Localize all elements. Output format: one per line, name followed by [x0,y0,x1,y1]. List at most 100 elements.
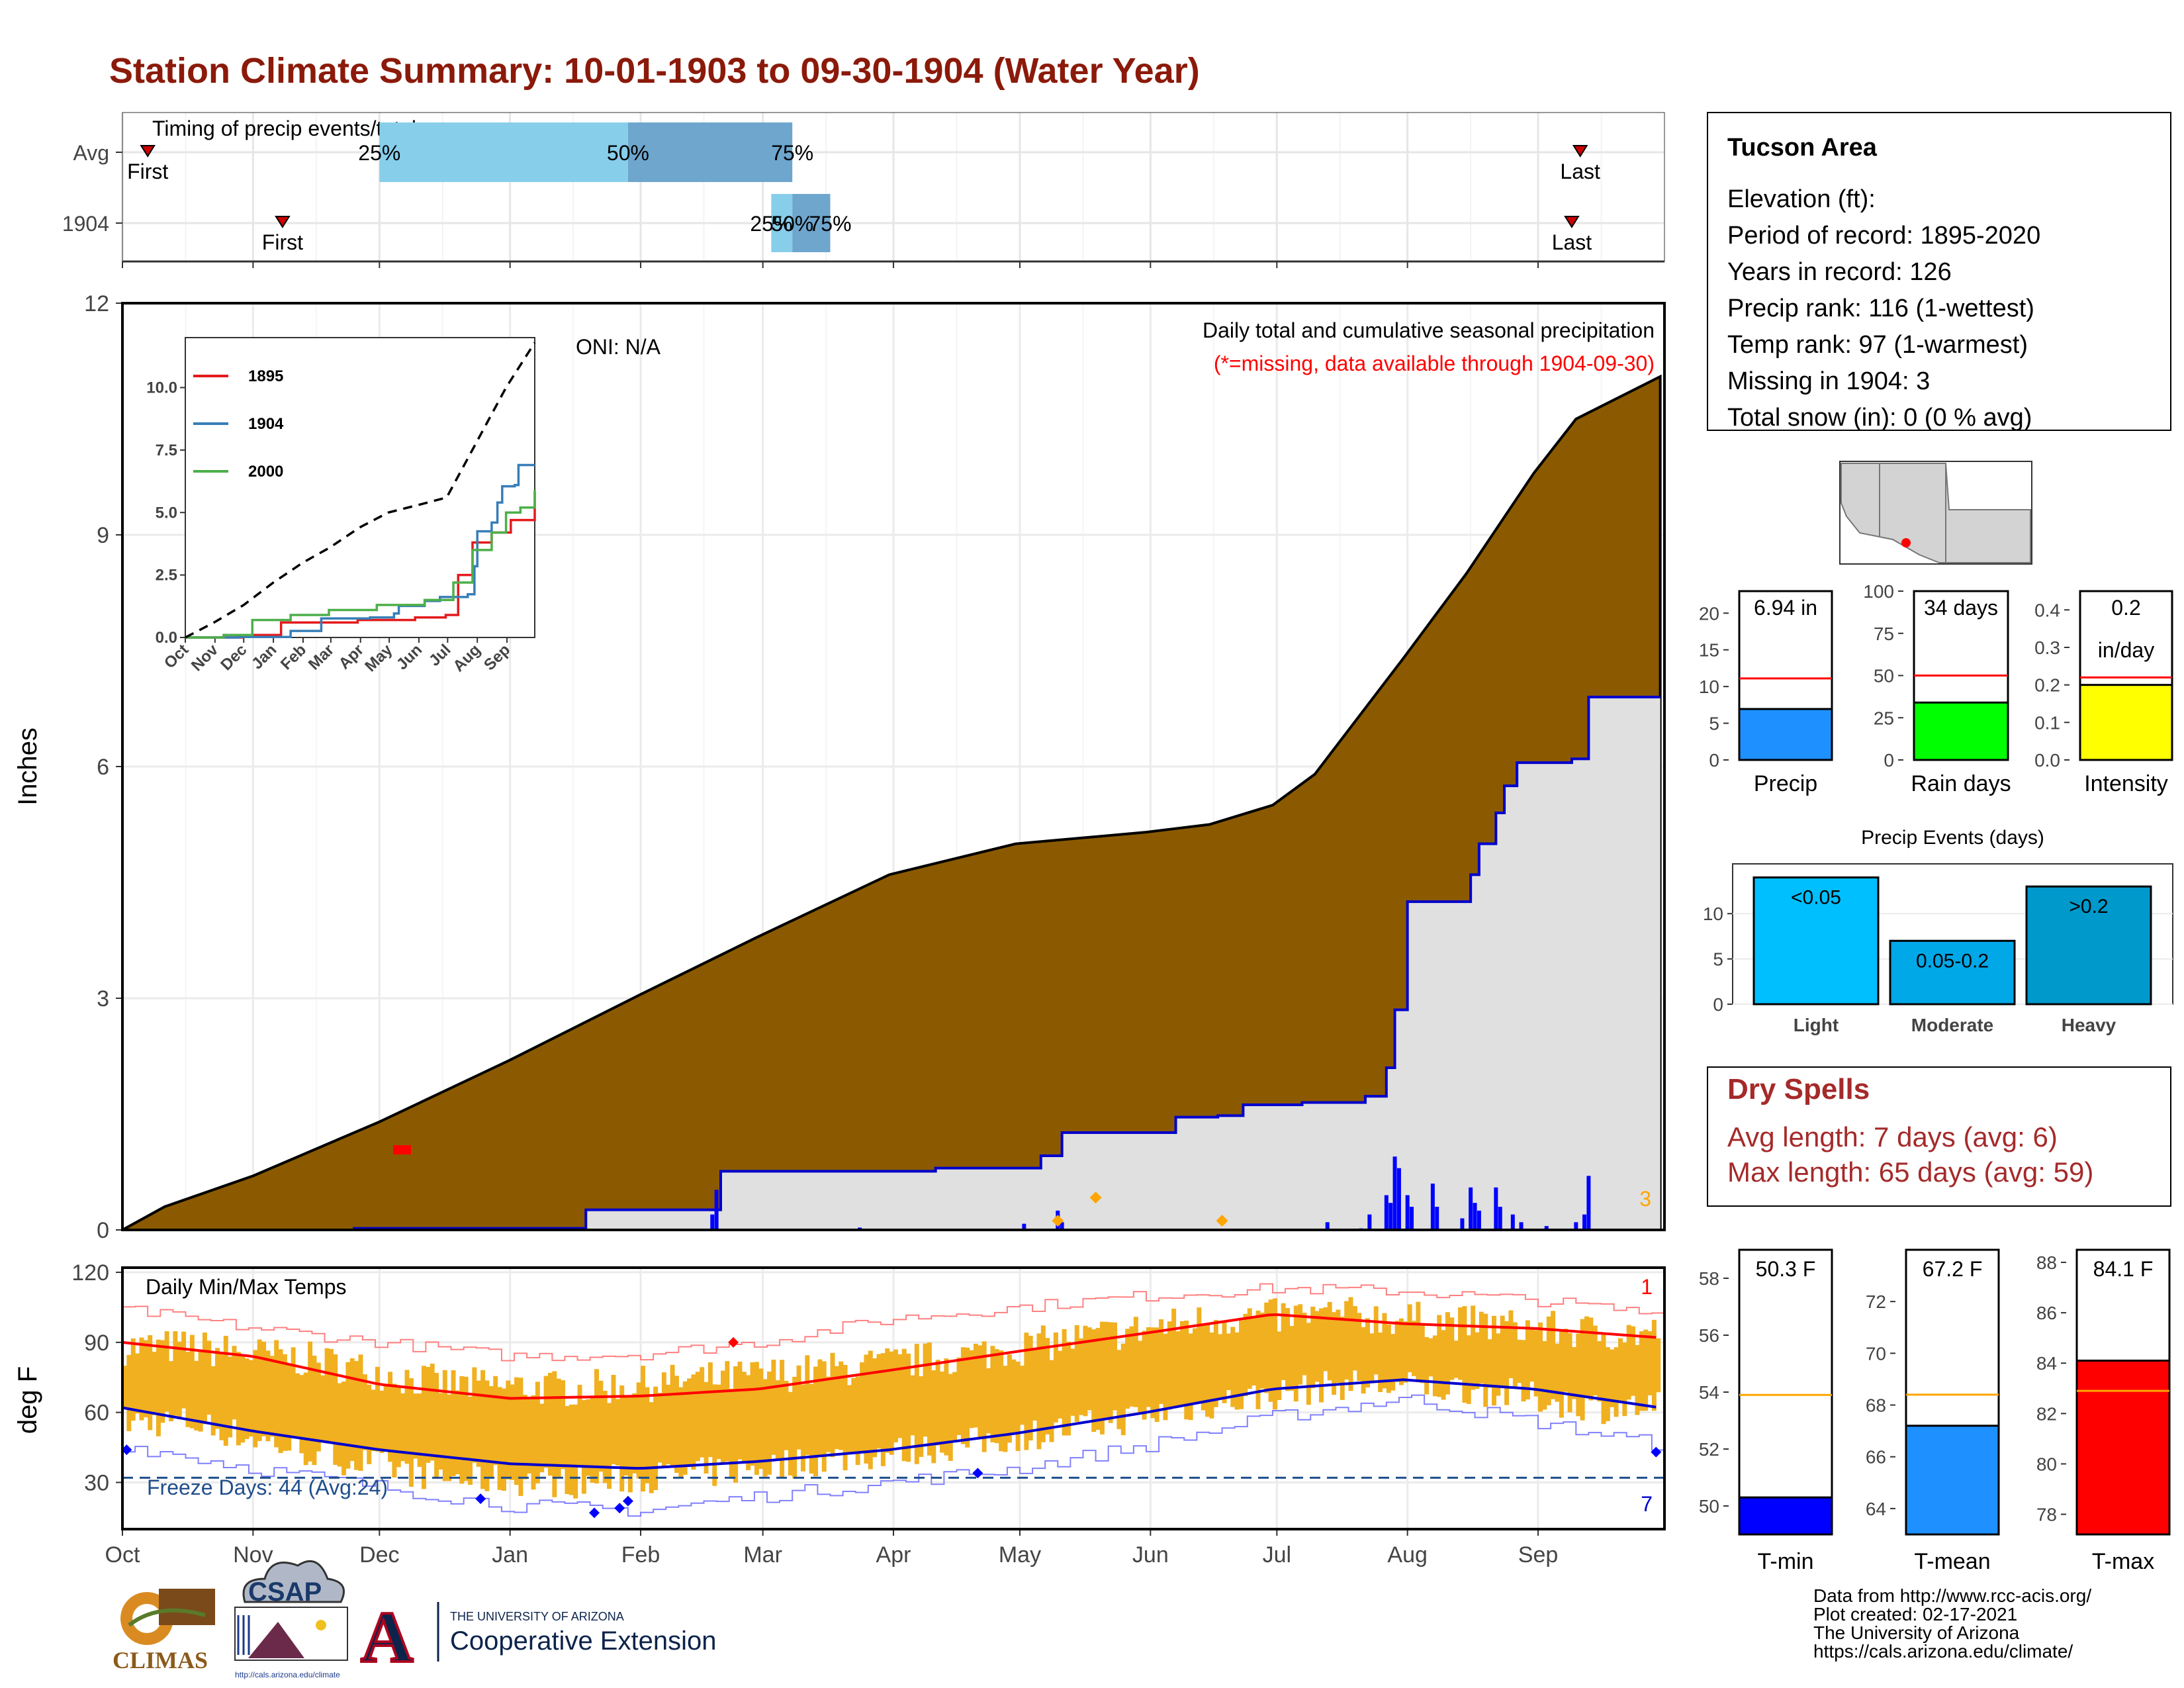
station-location-dot [1901,538,1911,547]
daily-temp-bar [641,1366,645,1492]
daily-temp-bar [189,1335,195,1429]
daily-temp-bar [990,1346,995,1442]
daily-temp-bar [619,1385,625,1492]
daily-temp-bar [472,1367,477,1463]
daily-temp-bar [316,1362,321,1452]
daily-temp-bar [421,1366,426,1489]
daily-temp-bar [130,1338,136,1421]
info-line: Temp rank: 97 (1-warmest) [1727,331,2028,359]
daily-temp-bar [1420,1323,1425,1383]
precip-y-tick-label: 0 [97,1218,109,1243]
daily-temp-bar [459,1376,465,1484]
inset-y-tick-label: 5.0 [156,504,177,522]
precip-y-tick-label: 12 [84,291,109,316]
daily-temp-bar [408,1378,414,1487]
daily-temp-bar [1610,1349,1615,1407]
daily-temp-bar [1340,1316,1345,1400]
precip-y-tick-label: 9 [97,523,109,548]
daily-temp-bar [535,1382,540,1483]
stat-bar-fill [2079,684,2173,761]
daily-temp-bar [868,1350,873,1470]
climas-logo-text: CLIMAS [113,1647,208,1673]
daily-temp-bar [1512,1322,1518,1388]
stat-bar-tick-label: 0.3 [2034,637,2060,658]
dry-spells-box: Dry Spells Avg length: 7 days (avg: 6) M… [1707,1066,2171,1207]
daily-temp-bar [1508,1310,1514,1378]
daily-temp-bar [598,1380,604,1472]
precip-y-tick-label: 6 [97,755,109,780]
daily-temp-bar [1580,1319,1585,1421]
avg-cumulative-precip-area [122,374,1662,1231]
missing-count-label: 3 [1639,1187,1651,1211]
footer-credits: Data from http://www.rcc-acis.org/ Plot … [1813,1585,2091,1662]
daily-temp-bar [291,1347,296,1436]
daily-temp-bar [1281,1303,1286,1380]
daily-temp-bar [1277,1331,1282,1400]
daily-temp-bar [506,1380,511,1479]
daily-temp-bar [994,1349,999,1444]
daily-temp-bar [1243,1313,1248,1397]
csap-logo-text: CSAP [248,1577,322,1607]
daily-temp-bar [919,1376,924,1457]
daily-temp-bar [122,1366,127,1408]
daily-temp-bar [682,1381,688,1475]
daily-temp-bar [1285,1307,1291,1391]
daily-temp-bar [1576,1333,1581,1417]
daily-temp-bar [1453,1340,1459,1378]
daily-temp-bar [1449,1317,1455,1380]
daily-temp-bar [1462,1306,1467,1403]
footer-line: https://cals.arizona.edu/climate/ [1813,1641,2073,1662]
daily-precip-bar [1582,1214,1587,1230]
daily-temp-bar [228,1356,233,1438]
daily-temp-bar [1175,1331,1181,1407]
daily-temp-bar [476,1380,481,1467]
daily-temp-bar [746,1375,751,1470]
missing-day-marker [1216,1215,1228,1227]
daily-temp-bar [543,1376,549,1468]
daily-temp-bar [362,1374,367,1450]
daily-temp-bar [269,1356,275,1437]
daily-precip-bar [1473,1203,1477,1230]
daily-precip-bar [714,1190,719,1230]
daily-temp-bar [379,1390,385,1454]
daily-temp-bar [1592,1325,1598,1395]
stat-bar-value: 34 days [1924,596,1998,620]
timing-frame [122,112,1665,262]
stat-bar-tick-label: 54 [1699,1382,1719,1403]
stat-bar-tick-label: 88 [2036,1252,2057,1273]
month-axis-label: Nov [233,1542,273,1568]
daily-temp-bar [282,1354,287,1451]
daily-temp-bar [927,1342,932,1456]
daily-temp-bar [720,1370,725,1464]
daily-temp-bar [531,1395,536,1490]
daily-temp-bar [1255,1310,1261,1409]
daily-temp-bar [893,1349,898,1442]
daily-temp-bar [1533,1330,1539,1397]
stat-bar-fill [1905,1425,2000,1536]
timing-percent-label: 25% [750,212,792,236]
stat-bar-tick-label: 100 [1863,581,1894,602]
daily-temp-bar [442,1370,447,1481]
daily-temp-bar [1437,1315,1442,1397]
daily-temp-bar [872,1358,878,1458]
stat-bar-fill [2075,1359,2171,1536]
daily-temp-bar [1601,1334,1606,1425]
stat-bar-label: T-max [2092,1549,2154,1574]
daily-temp-bar [202,1332,207,1425]
daily-temp-bar [1179,1321,1185,1405]
year-cumulative-precip-line [122,696,1661,1231]
daily-temp-bar [1146,1327,1151,1407]
daily-temp-bar [754,1362,759,1475]
daily-temp-bar [1441,1330,1446,1400]
daily-temp-bar [569,1404,574,1495]
month-axis-label: Mar [743,1542,782,1568]
daily-temp-bar [253,1350,258,1448]
daily-temp-bar [944,1358,949,1456]
daily-temp-bar [413,1393,418,1459]
daily-precip-bar [1460,1218,1465,1230]
daily-temp-bar [388,1372,393,1462]
ua-cooperative-extension-logo: A THE UNIVERSITY OF ARIZONA Cooperative … [359,1595,716,1679]
daily-temp-bar [345,1362,351,1469]
daily-temp-bar [733,1366,739,1483]
events-category-label: Light [1794,1015,1839,1035]
